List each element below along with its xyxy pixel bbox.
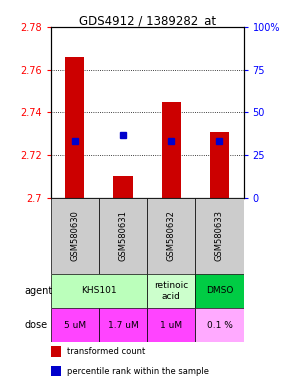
Text: dose: dose (24, 320, 47, 330)
Text: GSM580633: GSM580633 (215, 210, 224, 261)
Text: percentile rank within the sample: percentile rank within the sample (67, 367, 209, 376)
Bar (195, 308, 244, 342)
Text: transformed count: transformed count (67, 347, 145, 356)
Bar (51, 366, 61, 376)
Text: 1 uM: 1 uM (160, 321, 182, 329)
Text: 0.1 %: 0.1 % (206, 321, 232, 329)
Bar (147, 274, 195, 308)
Text: 1.7 uM: 1.7 uM (108, 321, 138, 329)
Bar (99, 198, 147, 274)
Text: agent: agent (24, 286, 52, 296)
Text: DMSO: DMSO (206, 286, 233, 295)
Bar (51, 308, 99, 342)
Text: GSM580630: GSM580630 (70, 210, 79, 261)
Bar (51, 274, 147, 308)
Bar (210, 132, 229, 198)
Text: KHS101: KHS101 (81, 286, 117, 295)
Bar (147, 308, 195, 342)
Bar (147, 198, 195, 274)
Bar (51, 198, 99, 274)
Bar (195, 274, 244, 308)
Text: GSM580631: GSM580631 (119, 210, 128, 261)
Bar (162, 102, 181, 198)
Title: GDS4912 / 1389282_at: GDS4912 / 1389282_at (79, 14, 216, 27)
Bar (99, 308, 147, 342)
Bar (51, 346, 61, 357)
Text: 5 uM: 5 uM (64, 321, 86, 329)
Bar (65, 57, 84, 198)
Bar (195, 198, 244, 274)
Bar (113, 177, 133, 198)
Text: GSM580632: GSM580632 (167, 210, 176, 261)
Text: retinoic
acid: retinoic acid (154, 281, 188, 301)
